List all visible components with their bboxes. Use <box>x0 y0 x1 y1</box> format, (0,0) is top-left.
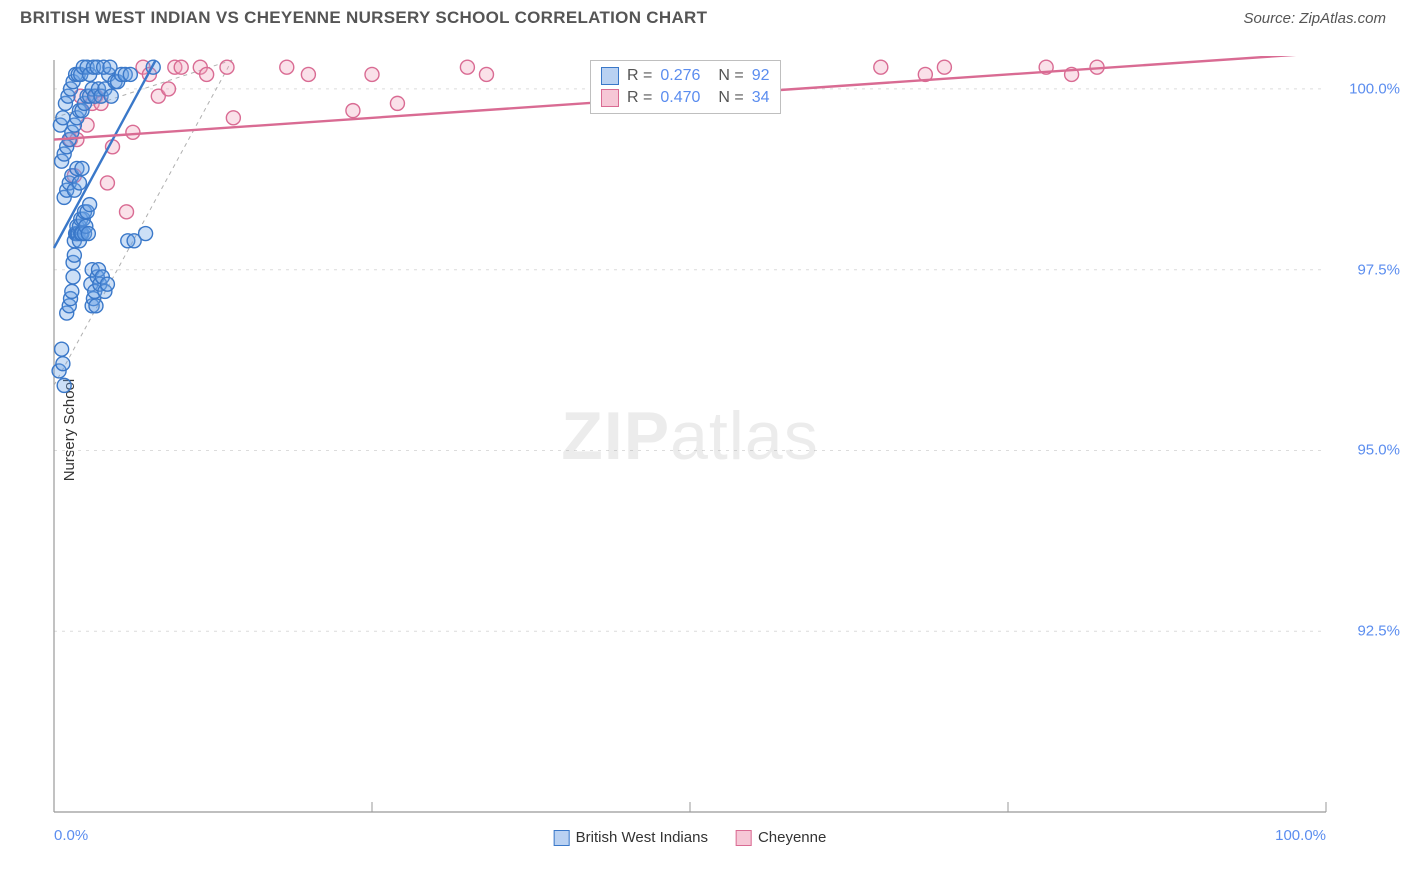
scatter-plot: ZIPatlas R =0.276N =92R =0.470N =34 Brit… <box>50 56 1330 816</box>
legend-row: R = 0.470 N = 34 <box>601 87 770 109</box>
series-legend-item: Cheyenne <box>736 829 826 846</box>
legend-label: Cheyenne <box>758 829 826 846</box>
legend-r-label: R = <box>627 67 652 85</box>
chart-header: BRITISH WEST INDIAN VS CHEYENNE NURSERY … <box>0 0 1406 30</box>
plot-svg <box>50 56 1330 816</box>
series-legend-item: British West Indians <box>554 829 708 846</box>
legend-n-label: N = <box>718 67 743 85</box>
legend-swatch <box>554 830 570 846</box>
y-tick-label: 97.5% <box>1357 261 1400 278</box>
legend-n-value: 34 <box>752 89 770 107</box>
chart-title: BRITISH WEST INDIAN VS CHEYENNE NURSERY … <box>20 8 707 28</box>
legend-swatch <box>736 830 752 846</box>
legend-row: R = 0.276 N = 92 <box>601 65 770 87</box>
x-tick-label-left: 0.0% <box>54 827 88 844</box>
series-legend: British West Indians Cheyenne <box>554 829 827 846</box>
legend-r-label: R = <box>627 89 652 107</box>
chart-source: Source: ZipAtlas.com <box>1243 10 1386 27</box>
legend-r-value: 0.276 <box>660 67 700 85</box>
legend-label: British West Indians <box>576 829 708 846</box>
correlation-legend: R = 0.276 N = 92 R = 0.470 N = 34 <box>590 60 781 114</box>
legend-r-value: 0.470 <box>660 89 700 107</box>
y-tick-label: 95.0% <box>1357 442 1400 459</box>
legend-swatch <box>601 67 619 85</box>
x-tick-label-right: 100.0% <box>1275 827 1326 844</box>
legend-swatch <box>601 89 619 107</box>
legend-n-label: N = <box>718 89 743 107</box>
y-tick-label: 100.0% <box>1349 80 1400 97</box>
y-tick-label: 92.5% <box>1357 623 1400 640</box>
legend-n-value: 92 <box>752 67 770 85</box>
